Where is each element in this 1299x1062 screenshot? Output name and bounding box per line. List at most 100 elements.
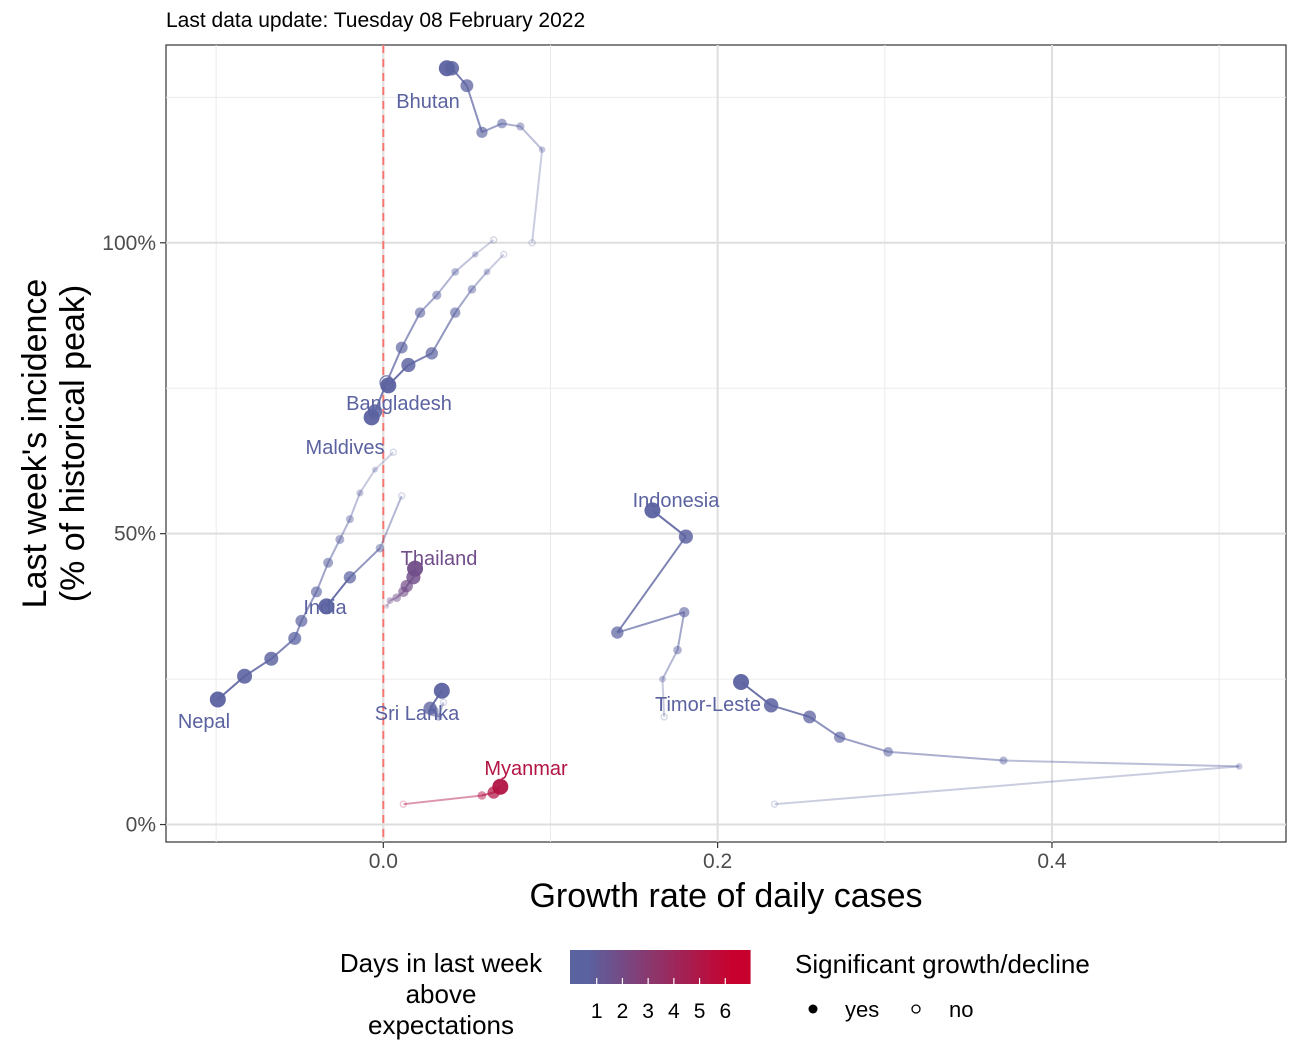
data-point bbox=[414, 307, 426, 318]
data-point bbox=[611, 626, 624, 639]
data-point bbox=[449, 307, 461, 318]
data-point bbox=[384, 603, 390, 609]
data-point bbox=[733, 674, 750, 691]
data-point bbox=[209, 691, 226, 708]
colorbar-segment bbox=[670, 950, 676, 984]
data-point bbox=[310, 586, 322, 598]
trajectory-segment bbox=[676, 612, 686, 651]
colorbar-tick-label: 5 bbox=[694, 1000, 706, 1023]
data-point bbox=[371, 466, 378, 473]
colorbar-tick-label: 6 bbox=[719, 1000, 731, 1023]
axes: 0.0 0.2 0.4 0% 50% 100% Growth rate of daily c… bbox=[16, 232, 1067, 915]
colorbar-segment bbox=[590, 950, 596, 984]
colorbar-segment bbox=[715, 950, 721, 984]
data-point bbox=[1235, 763, 1243, 770]
data-point bbox=[644, 502, 661, 519]
data-point bbox=[659, 675, 666, 683]
data-point-open bbox=[439, 698, 448, 707]
color-legend-title-line: Days in last week bbox=[340, 948, 543, 978]
data-point bbox=[492, 778, 509, 795]
legend: Days in last week above expectations 1 2 3 4 5 6… bbox=[340, 948, 1090, 1040]
trajectory-segment bbox=[661, 679, 666, 717]
colorbar-segment bbox=[640, 950, 646, 984]
colorbar-segment bbox=[745, 950, 751, 984]
data-point bbox=[375, 543, 385, 553]
plot-panel-border bbox=[165, 44, 1287, 843]
colorbar-segment bbox=[665, 950, 671, 984]
data-point-open bbox=[399, 800, 408, 808]
colorbar-segment bbox=[635, 950, 641, 984]
data-point bbox=[392, 593, 402, 602]
data-point bbox=[323, 557, 334, 568]
trajectory-segment bbox=[471, 271, 488, 290]
country-label: Indonesia bbox=[633, 490, 721, 512]
trajectory-segment bbox=[436, 271, 456, 296]
colorbar-segment bbox=[645, 950, 651, 984]
data-point bbox=[425, 347, 438, 360]
trajectory-segment bbox=[519, 125, 543, 151]
data-point bbox=[999, 756, 1008, 765]
data-point bbox=[483, 268, 491, 276]
colorbar-tick-label: 3 bbox=[642, 1000, 654, 1023]
y-tick-label: 0% bbox=[126, 814, 156, 837]
colorbar-tick-label: 1 bbox=[591, 1000, 603, 1023]
data-point bbox=[477, 791, 487, 800]
colorbar-segment bbox=[690, 950, 696, 984]
color-legend-title: Days in last week above expectations bbox=[340, 948, 543, 1040]
data-point bbox=[356, 489, 364, 497]
data-point bbox=[763, 698, 779, 713]
legend-no-marker bbox=[911, 1004, 921, 1014]
shape-legend-title: Significant growth/decline bbox=[795, 949, 1090, 979]
data-point bbox=[476, 126, 488, 138]
data-point bbox=[345, 515, 354, 524]
series-sri-lanka bbox=[423, 682, 450, 721]
data-point bbox=[467, 285, 477, 294]
colorbar-segment bbox=[735, 950, 741, 984]
data-point-open bbox=[489, 236, 498, 244]
colorbar-segment bbox=[675, 950, 681, 984]
colorbar-tick-label: 4 bbox=[668, 1000, 680, 1023]
country-label: Bhutan bbox=[396, 91, 459, 113]
trajectory-segment bbox=[454, 253, 476, 273]
country-label: Myanmar bbox=[484, 758, 568, 780]
last-update-subtitle: Last data update: Tuesday 08 February 20… bbox=[166, 9, 586, 32]
data-point bbox=[883, 746, 894, 757]
data-point bbox=[538, 146, 546, 154]
legend-no-label: no bbox=[949, 997, 973, 1022]
colorbar-segment bbox=[720, 950, 726, 984]
data-point bbox=[288, 631, 302, 645]
series-myanmar bbox=[399, 778, 509, 808]
colorbar-segment bbox=[575, 950, 581, 984]
colorbar-segment bbox=[725, 950, 731, 984]
colorbar-segment bbox=[740, 950, 746, 984]
colorbar-segment bbox=[600, 950, 606, 984]
color-legend-title-line: above bbox=[406, 979, 477, 1009]
data-point bbox=[407, 560, 424, 577]
trajectory-segment bbox=[349, 547, 381, 579]
data-point bbox=[673, 645, 682, 655]
trajectory-segment bbox=[1003, 759, 1240, 768]
trajectory-segment bbox=[474, 239, 495, 256]
data-point bbox=[295, 614, 308, 627]
trajectory-segment bbox=[385, 600, 391, 607]
colorbar-segment bbox=[615, 950, 621, 984]
country-label: Maldives bbox=[306, 437, 385, 459]
trajectory-segment bbox=[374, 451, 395, 471]
trajectory-segment bbox=[617, 611, 685, 634]
data-point bbox=[460, 79, 474, 93]
data-point bbox=[264, 651, 279, 666]
colorbar-segment bbox=[605, 950, 611, 984]
colorbar-segment bbox=[630, 950, 636, 984]
data-point-open bbox=[499, 250, 508, 259]
x-tick-label: 0.2 bbox=[703, 850, 732, 873]
series-timor-leste bbox=[733, 674, 1243, 808]
trajectory-segment bbox=[400, 312, 421, 348]
legend-yes-marker bbox=[808, 1004, 818, 1014]
y-axis-title-line: Last week's incidence bbox=[16, 279, 54, 609]
data-point bbox=[432, 290, 442, 300]
trajectory-segment bbox=[389, 596, 398, 602]
data-point-open bbox=[379, 375, 394, 390]
trajectory-segment bbox=[486, 253, 505, 273]
country-label: Thailand bbox=[401, 548, 478, 570]
